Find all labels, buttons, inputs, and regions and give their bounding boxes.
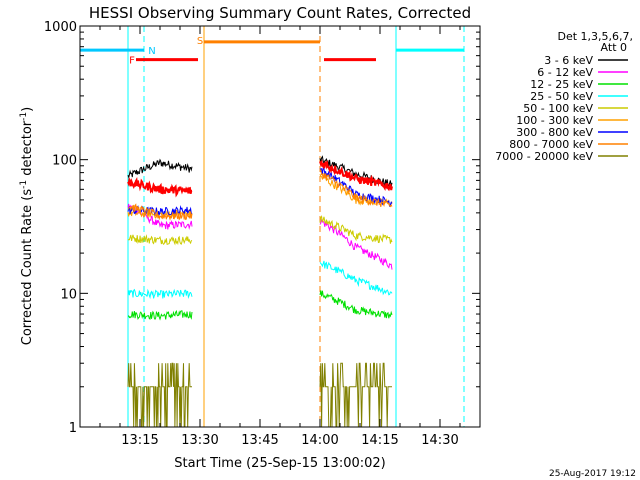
series-line: [319, 214, 393, 244]
series-line: [319, 290, 393, 319]
legend-label: 50 - 100 keV: [523, 102, 593, 115]
series-line: [127, 158, 193, 178]
series-line: [127, 309, 193, 321]
footer-timestamp: 25-Aug-2017 19:12: [549, 469, 636, 479]
chart-title: HESSI Observing Summary Count Rates, Cor…: [89, 4, 471, 22]
x-tick-label: 13:30: [181, 433, 218, 448]
series-line: [127, 234, 193, 246]
x-axis: 13:15 13:30 13:45 14:00 14:15 14:30: [99, 26, 461, 448]
legend-label: 300 - 800 keV: [516, 126, 593, 139]
y-tick-label: 1000: [44, 20, 77, 35]
x-tick-label: 14:15: [361, 433, 398, 448]
legend-label: 12 - 25 keV: [530, 78, 593, 91]
series-line: [127, 203, 193, 221]
legend-label: 6 - 12 keV: [537, 66, 593, 79]
legend-label: 25 - 50 keV: [530, 90, 593, 103]
x-tick-label: 13:15: [121, 433, 158, 448]
legend-label: 100 - 300 keV: [516, 114, 593, 127]
x-tick-label: 14:30: [421, 433, 458, 448]
y-tick-label: 10: [60, 287, 77, 302]
x-tick-label: 13:45: [241, 433, 278, 448]
y-axis-label: Corrected Count Rate (s-1 detector-1): [19, 107, 35, 345]
flag-label: S: [197, 36, 203, 47]
legend-label: 800 - 7000 keV: [509, 138, 593, 151]
flag-label: F: [129, 56, 135, 67]
series-line: [319, 173, 393, 208]
x-axis-label: Start Time (25-Sep-15 13:00:02): [174, 456, 385, 471]
flag-label: N: [148, 46, 155, 57]
y-axis-label-end: ): [20, 107, 35, 112]
series-line: [319, 260, 393, 296]
series-line: [127, 288, 193, 300]
plot-area: F N S: [80, 26, 465, 428]
y-axis-label-exp2: -1: [19, 112, 29, 121]
legend-header-1: Det 1,3,5,6,7,: [557, 30, 633, 43]
series-line-red: [319, 159, 393, 192]
x-tick-label: 14:00: [301, 433, 338, 448]
y-tick-label: 100: [52, 154, 77, 169]
legend-header-2: Att 0: [601, 41, 627, 54]
y-tick-label: 1: [69, 421, 77, 436]
series-line: [319, 362, 392, 428]
y-axis: 1 10 100 1000: [44, 20, 480, 436]
y-axis-label-mid: detector: [20, 120, 35, 180]
y-axis-label-main: Corrected Count Rate (s: [20, 189, 35, 346]
series-line: [127, 362, 192, 428]
series-line: [319, 219, 393, 270]
legend-label: 7000 - 20000 keV: [495, 150, 593, 163]
plot-frame: [79, 25, 481, 428]
series-line: [319, 169, 393, 208]
y-axis-label-exp1: -1: [19, 180, 29, 189]
legend-label: 3 - 6 keV: [544, 54, 593, 67]
series-line-red: [127, 176, 193, 198]
